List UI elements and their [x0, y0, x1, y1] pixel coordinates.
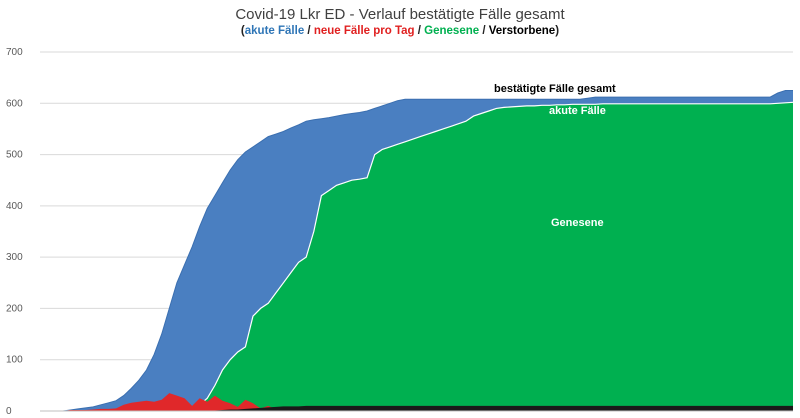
annotation-recovered: Genesene [551, 217, 604, 229]
y-tick-label: 200 [6, 303, 23, 314]
y-tick-label: 100 [6, 355, 23, 366]
y-tick-label: 400 [6, 201, 23, 212]
y-tick-label: 300 [6, 252, 23, 263]
chart-title: Covid-19 Lkr ED - Verlauf bestätigte Fäl… [235, 6, 565, 23]
subtitle-close-paren: ) [555, 25, 560, 37]
y-tick-label: 500 [6, 150, 23, 161]
subtitle-deaths: Verstorbene [488, 25, 556, 37]
series-area-recovered [40, 102, 793, 412]
series-area-deaths [40, 405, 793, 411]
y-tick-label: 600 [6, 98, 23, 109]
annotation-confirmed: bestätigte Fälle gesamt [494, 83, 616, 95]
subtitle-open-paren: ( [240, 25, 245, 37]
subtitle-separator: / [479, 25, 489, 37]
y-tick-label: 0 [6, 406, 12, 417]
subtitle-separator: / [304, 25, 314, 37]
annotation-active: akute Fälle [549, 105, 606, 117]
subtitle-recovered: Genesene [424, 25, 480, 37]
subtitle-active: akute Fälle [244, 25, 305, 37]
chart-subtitle: (akute Fälle / neue Fälle pro Tag / Gene… [0, 25, 800, 37]
y-tick-label: 700 [6, 47, 23, 58]
series-area-new-cases [40, 393, 793, 411]
series-line-confirmed [40, 90, 793, 412]
subtitle-separator: / [414, 25, 425, 37]
subtitle-new: neue Fälle pro Tag [313, 25, 415, 37]
